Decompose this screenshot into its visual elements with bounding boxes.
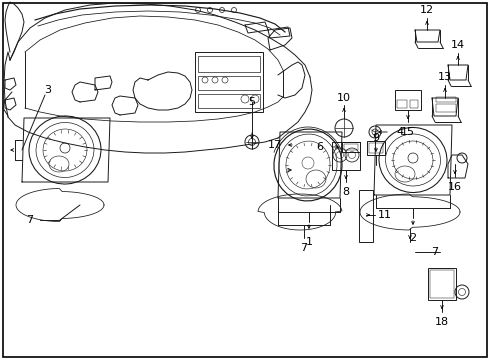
Bar [342,142,360,152]
Bar [198,76,260,90]
Text: 13: 13 [438,72,452,82]
Bar [428,268,456,300]
Bar [344,144,358,150]
Text: 8: 8 [343,187,349,197]
Text: 18: 18 [435,317,449,327]
Text: 7: 7 [26,215,33,225]
Bar [198,56,260,72]
Text: 9: 9 [372,133,380,143]
Text: 6: 6 [317,142,323,152]
Bar [410,100,418,108]
Text: 5: 5 [248,97,255,107]
Text: 3: 3 [45,85,51,95]
Bar [436,97,456,102]
Bar [359,190,373,242]
Bar [332,142,360,170]
Bar [395,90,421,110]
Text: 12: 12 [420,5,434,15]
Text: 7: 7 [300,243,308,253]
Bar [367,141,385,155]
Bar [430,270,454,298]
Text: 17: 17 [268,140,282,150]
Text: 1: 1 [305,237,313,247]
Text: 10: 10 [337,93,351,103]
Bar [436,104,456,112]
Bar [397,100,407,108]
Bar [198,94,260,108]
Bar [369,143,383,153]
Bar [195,52,263,112]
Text: 4: 4 [396,127,404,137]
Text: 7: 7 [431,247,439,257]
Text: 11: 11 [378,210,392,220]
Text: 16: 16 [448,182,462,192]
Text: 14: 14 [451,40,465,50]
Text: 15: 15 [401,127,415,137]
Text: 2: 2 [410,233,416,243]
